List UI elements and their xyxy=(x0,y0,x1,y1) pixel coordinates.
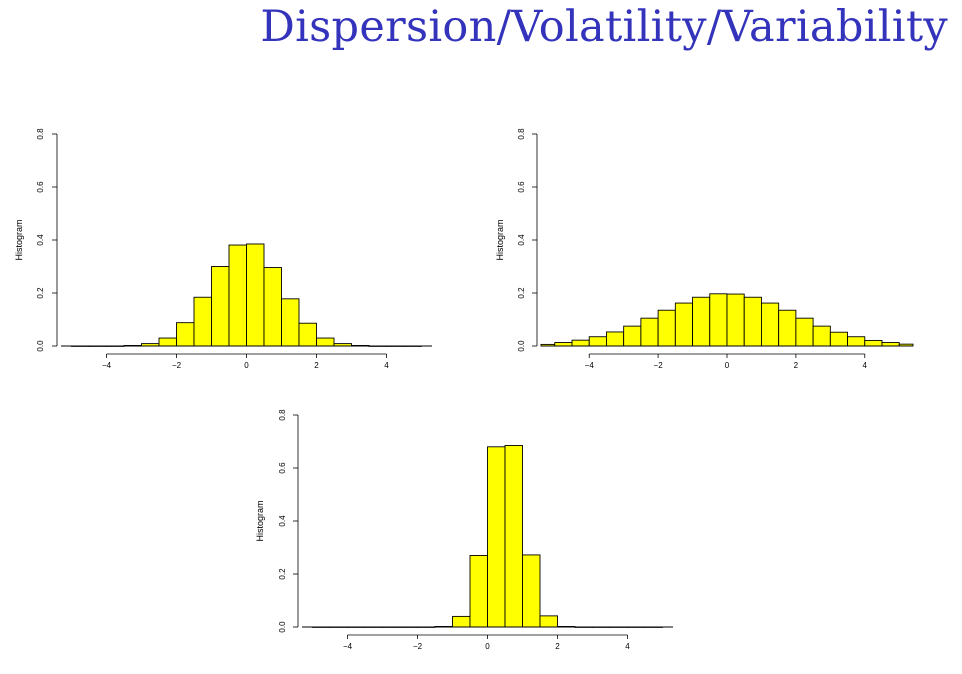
histogram-bar xyxy=(316,337,335,347)
histogram-bar xyxy=(881,342,900,347)
histogram-bar xyxy=(605,331,625,347)
slide-title: Dispersion/Volatility/Variability xyxy=(260,2,948,52)
histogram-bar xyxy=(539,615,558,628)
y-tick-label: 0.2 xyxy=(278,568,287,580)
histogram-bar xyxy=(864,339,883,347)
histogram-bar xyxy=(623,325,642,347)
histogram-bar xyxy=(571,339,590,347)
histogram-bar xyxy=(176,322,195,347)
histogram-bar xyxy=(452,615,471,628)
x-tick-label: −2 xyxy=(654,361,664,370)
histogram-bar xyxy=(554,342,573,347)
x-tick-label: 2 xyxy=(314,361,319,370)
x-tick-label: 4 xyxy=(384,361,389,370)
histogram-bar xyxy=(847,336,866,347)
histogram-bar xyxy=(829,331,849,347)
y-tick-label: 0.0 xyxy=(517,340,526,352)
y-tick-label: 0.2 xyxy=(36,287,45,299)
histogram-bar xyxy=(812,325,831,347)
y-axis-label: Histogram xyxy=(255,500,265,541)
histogram-panel-3: 0.0 0.2 0.4 0.6 0.8 Histogram −4 −2 0 2 4 xyxy=(255,409,673,651)
x-tick-label: 0 xyxy=(244,361,249,370)
y-tick-label: 0.8 xyxy=(517,128,526,140)
x-tick-label: −2 xyxy=(413,642,423,651)
y-tick-label: 0.2 xyxy=(517,287,526,299)
histogram-bar xyxy=(469,555,488,628)
y-tick-label: 0.4 xyxy=(278,515,287,527)
histogram-bar xyxy=(246,243,265,347)
x-tick-label: 2 xyxy=(794,361,799,370)
histogram-bar xyxy=(726,293,745,347)
histogram-panel-1: 0.0 0.2 0.4 0.6 0.8 Histogram −4 −2 0 2 4 xyxy=(14,128,432,370)
y-tick-label: 0.0 xyxy=(36,340,45,352)
y-tick-label: 0.8 xyxy=(278,409,287,421)
x-tick-label: 4 xyxy=(863,361,868,370)
histogram-bar xyxy=(298,322,317,347)
histogram-bar xyxy=(709,293,728,347)
y-tick-label: 0.6 xyxy=(517,181,526,193)
y-tick-label: 0.6 xyxy=(36,181,45,193)
x-tick-label: 2 xyxy=(555,642,560,651)
x-tick-label: 0 xyxy=(485,642,490,651)
histogram-bar xyxy=(778,309,797,347)
histogram-bar xyxy=(743,296,762,347)
histogram-bar xyxy=(263,267,282,347)
y-axis-label: Histogram xyxy=(14,219,24,260)
y-tick-label: 0.4 xyxy=(36,234,45,246)
x-tick-label: 0 xyxy=(725,361,730,370)
histogram-bar xyxy=(795,317,814,347)
histogram-bar xyxy=(522,554,541,628)
histogram-bar xyxy=(640,317,659,347)
histogram-bar xyxy=(211,266,230,347)
histogram-bar xyxy=(692,296,711,347)
histogram-bar xyxy=(228,244,247,347)
histogram-bar xyxy=(504,445,523,628)
y-tick-label: 0.0 xyxy=(278,621,287,633)
y-tick-label: 0.4 xyxy=(517,234,526,246)
histogram-bar xyxy=(193,296,212,347)
histogram-bar xyxy=(281,298,300,347)
y-axis-label: Histogram xyxy=(495,219,505,260)
histogram-bar xyxy=(588,336,607,347)
x-tick-label: 4 xyxy=(625,642,630,651)
y-tick-label: 0.8 xyxy=(36,128,45,140)
x-tick-label: −4 xyxy=(343,642,353,651)
histogram-bar xyxy=(760,302,780,347)
x-tick-label: −4 xyxy=(102,361,112,370)
histogram-bar xyxy=(674,302,694,347)
histogram-bar xyxy=(657,309,676,347)
x-tick-label: −4 xyxy=(585,361,595,370)
x-tick-label: −2 xyxy=(172,361,182,370)
histogram-bar xyxy=(487,446,506,628)
y-tick-label: 0.6 xyxy=(278,462,287,474)
histogram-panel-2: 0.0 0.2 0.4 0.6 0.8 Histogram −4 −2 0 2 4 xyxy=(495,128,914,370)
histogram-bar xyxy=(158,337,177,347)
